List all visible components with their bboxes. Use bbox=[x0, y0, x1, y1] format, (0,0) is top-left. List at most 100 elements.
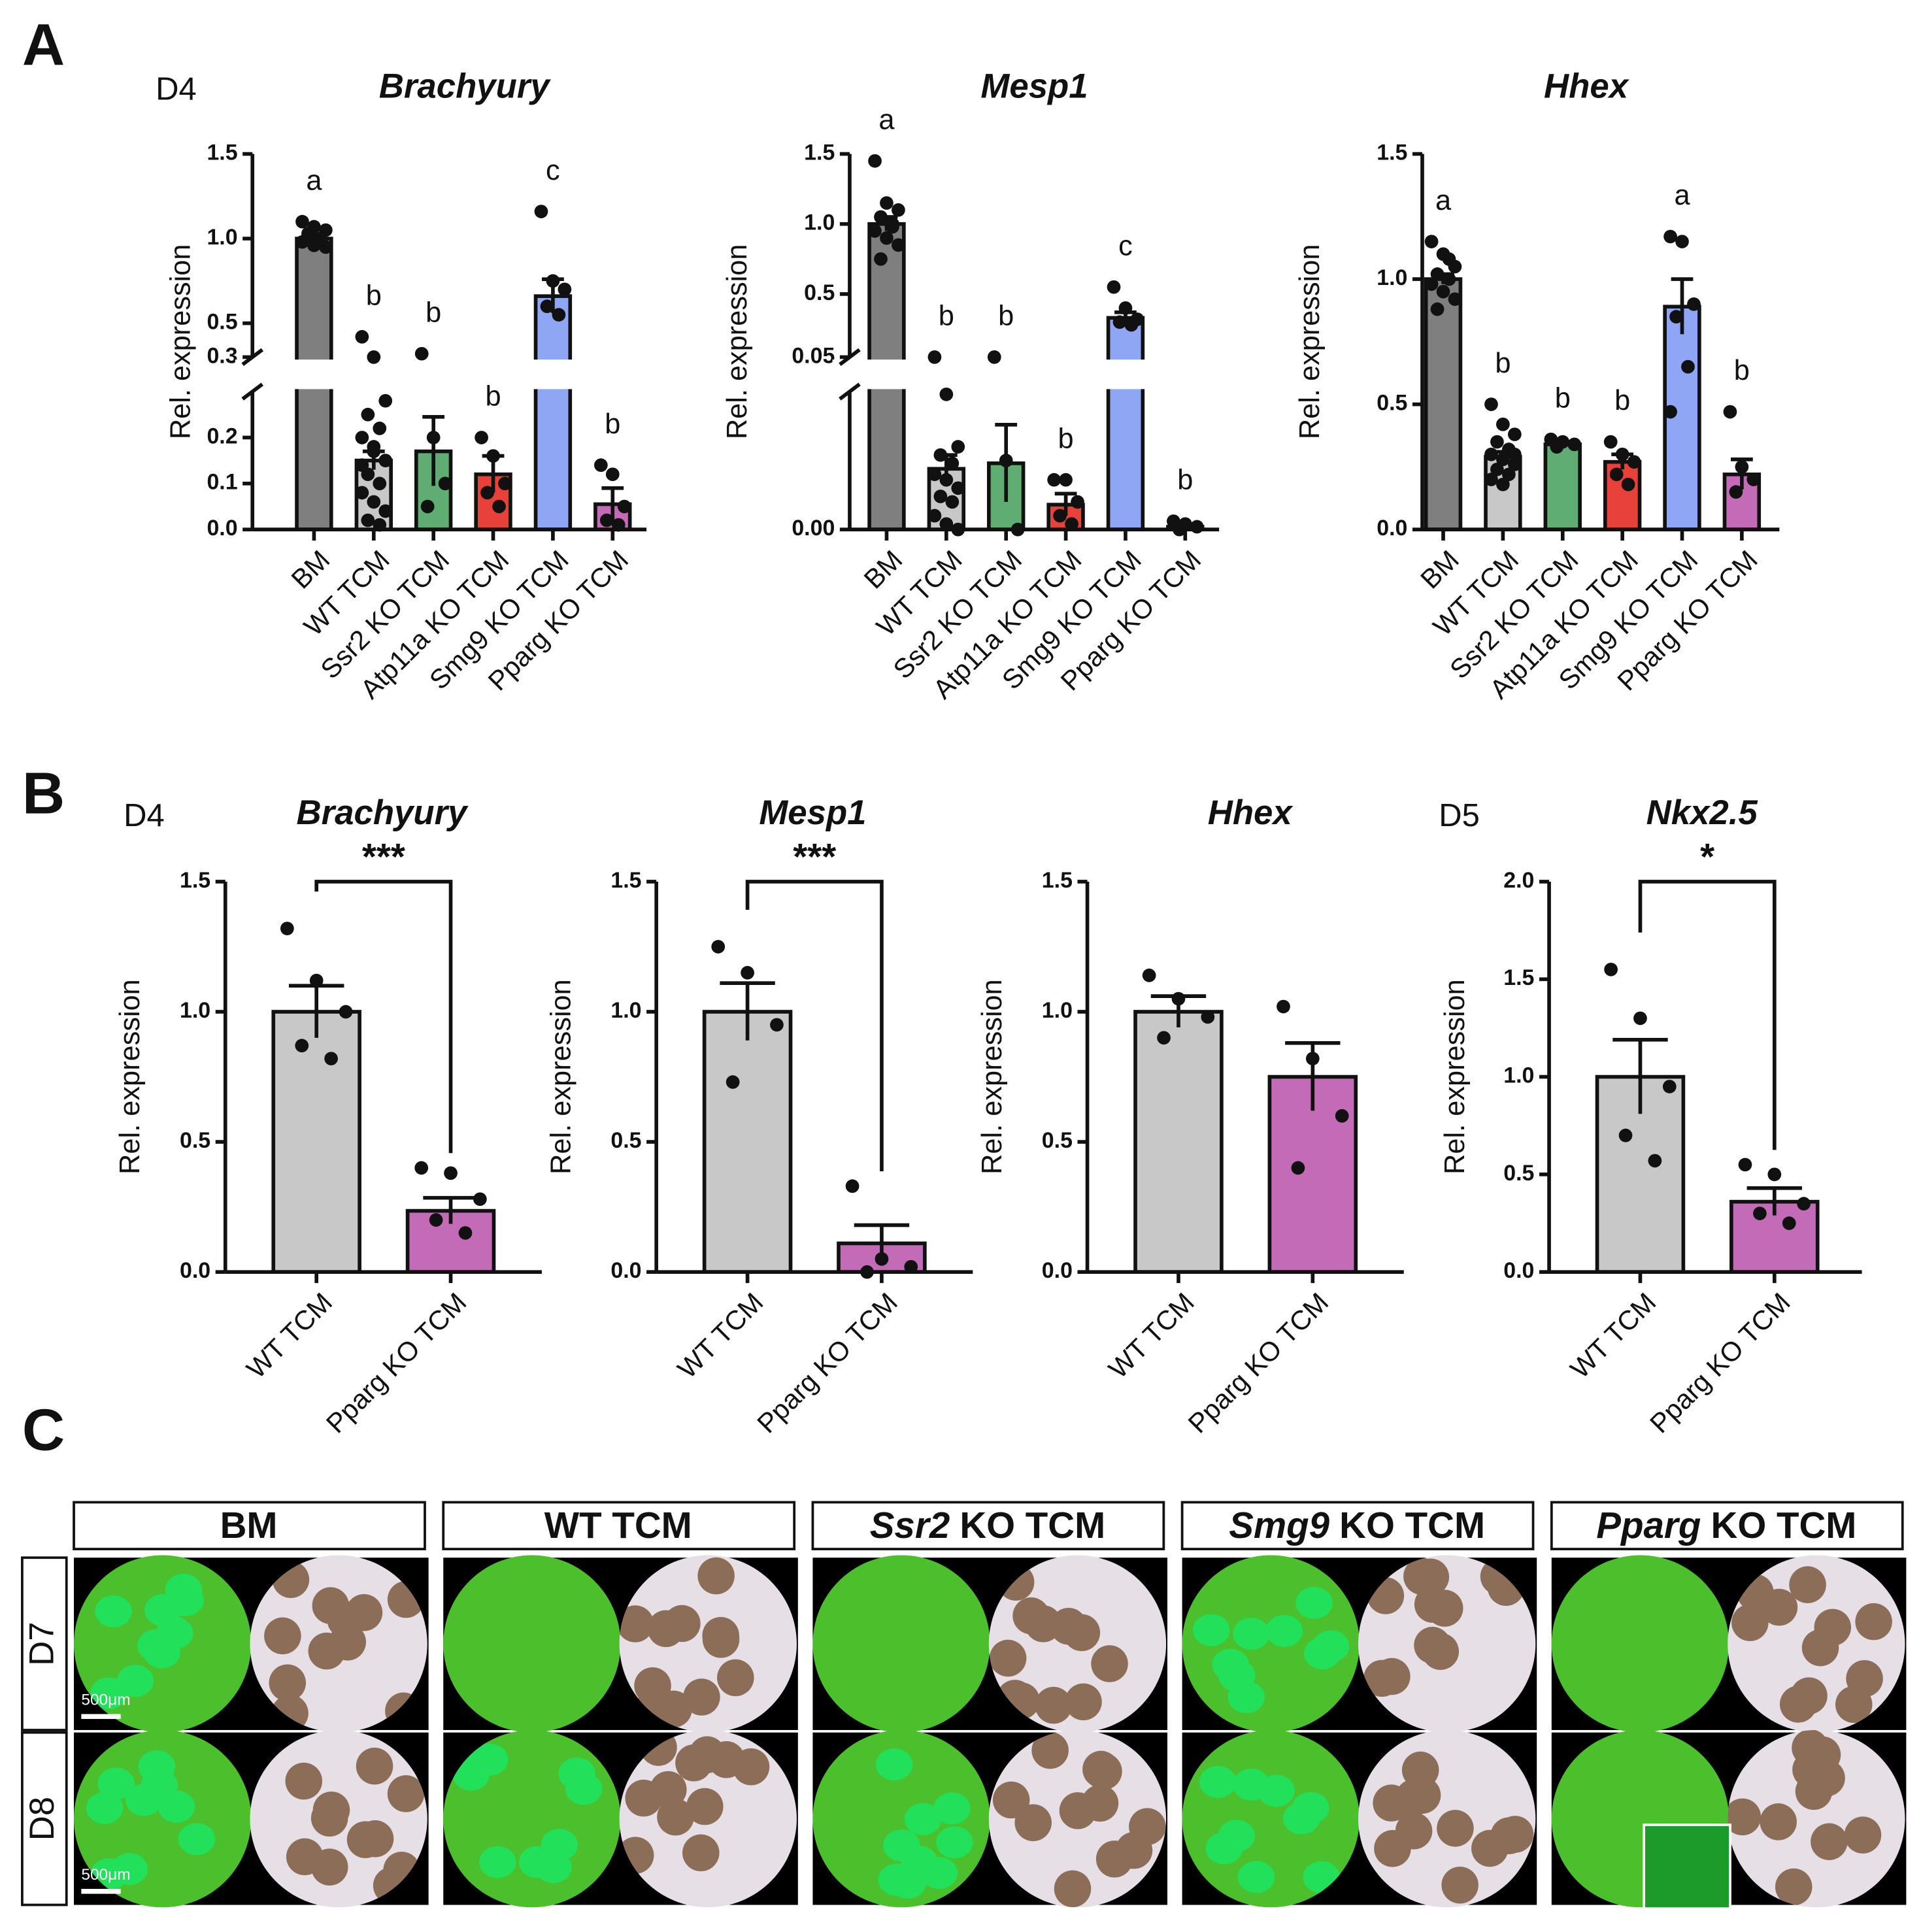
row-label-box bbox=[21, 1731, 68, 1907]
data-point bbox=[367, 444, 381, 458]
data-point bbox=[1496, 452, 1510, 467]
group-letter: b bbox=[998, 301, 1014, 332]
data-point bbox=[939, 473, 954, 487]
y-tick-label: 0.05 bbox=[792, 343, 835, 368]
data-point bbox=[473, 1192, 487, 1207]
chart-title: Brachyury bbox=[297, 793, 469, 832]
data-point bbox=[313, 233, 327, 247]
data-point bbox=[475, 431, 488, 444]
group-letter: a bbox=[1674, 180, 1690, 211]
data-point bbox=[1662, 1080, 1677, 1093]
data-point bbox=[1277, 999, 1290, 1014]
x-tick-label: WT TCM bbox=[1103, 1286, 1200, 1384]
fluor-cell bbox=[1265, 1614, 1303, 1647]
data-point bbox=[939, 387, 954, 401]
data-point bbox=[1767, 1167, 1782, 1182]
data-point bbox=[1663, 229, 1677, 244]
scale-bar bbox=[81, 1714, 121, 1720]
data-point bbox=[355, 486, 369, 500]
fluor-cell bbox=[1237, 1861, 1275, 1893]
panel-label: B bbox=[22, 761, 65, 827]
x-tick-label: BM bbox=[858, 544, 908, 594]
data-point bbox=[1053, 508, 1067, 523]
bar bbox=[1133, 1010, 1224, 1274]
data-point bbox=[874, 252, 888, 266]
header-text: BM bbox=[220, 1505, 278, 1546]
data-point bbox=[280, 922, 294, 935]
data-point bbox=[951, 481, 965, 495]
data-point bbox=[1687, 297, 1701, 311]
y-tick-label: 0.0 bbox=[1377, 516, 1407, 541]
data-point bbox=[599, 513, 614, 527]
data-point bbox=[1648, 1154, 1662, 1168]
data-point bbox=[933, 490, 948, 503]
bright-cell bbox=[356, 1820, 394, 1857]
bright-cell bbox=[1855, 1603, 1892, 1641]
data-point bbox=[1618, 1128, 1633, 1142]
panel-label: C bbox=[22, 1397, 65, 1463]
data-point bbox=[1507, 458, 1522, 471]
data-point bbox=[933, 448, 948, 462]
axis-break bbox=[832, 359, 1222, 390]
fluor-cell bbox=[1303, 1637, 1341, 1670]
bar bbox=[1543, 442, 1582, 531]
data-point bbox=[378, 393, 393, 408]
bright-cell bbox=[1115, 1831, 1153, 1869]
data-point bbox=[1112, 315, 1127, 329]
x-tick-label: Pparg KO TCM bbox=[1644, 1286, 1796, 1439]
y-tick-label: 1.5 bbox=[1377, 140, 1407, 165]
bright-cell bbox=[1063, 1614, 1101, 1652]
y-axis-label: Rel. expression bbox=[977, 979, 1008, 1174]
data-point bbox=[301, 228, 315, 242]
fluor-cell bbox=[138, 1750, 176, 1783]
data-point bbox=[1436, 284, 1450, 299]
data-point bbox=[1047, 473, 1061, 487]
y-tick-label: 0.0 bbox=[180, 1258, 210, 1283]
bright-cell bbox=[717, 1659, 754, 1697]
data-point bbox=[1430, 267, 1445, 281]
data-point bbox=[426, 431, 441, 444]
group-letter: b bbox=[1734, 355, 1750, 386]
y-tick-label: 1.0 bbox=[610, 998, 641, 1023]
bright-cell bbox=[1760, 1803, 1797, 1840]
data-point bbox=[1190, 520, 1204, 534]
data-point bbox=[1335, 1108, 1349, 1123]
data-point bbox=[892, 238, 905, 252]
data-point bbox=[945, 456, 960, 471]
data-point bbox=[1424, 235, 1439, 248]
data-point bbox=[378, 454, 393, 467]
y-tick-label: 0.5 bbox=[207, 310, 237, 335]
fluor-cell bbox=[518, 1846, 556, 1878]
data-point bbox=[1797, 1197, 1811, 1211]
y-tick-label: 0.5 bbox=[1503, 1161, 1534, 1186]
bright-cell bbox=[1811, 1823, 1848, 1861]
column-header-box bbox=[811, 1501, 1165, 1550]
day-label: D5 bbox=[1439, 798, 1480, 833]
bar bbox=[702, 1010, 793, 1274]
data-point bbox=[880, 196, 894, 210]
data-point bbox=[875, 1252, 889, 1266]
bright-cell bbox=[989, 1639, 1027, 1677]
scale-bar-label: 500μm bbox=[81, 1691, 130, 1708]
fluor-cell bbox=[904, 1803, 942, 1835]
data-point bbox=[868, 154, 882, 168]
bright-cell bbox=[1412, 1558, 1450, 1596]
bright-cell bbox=[708, 1740, 745, 1778]
fluor-field bbox=[812, 1555, 990, 1733]
column-header: Ssr2 KO TCM bbox=[870, 1505, 1105, 1546]
data-point bbox=[558, 282, 572, 297]
y-axis-label: Rel. expression bbox=[114, 979, 146, 1174]
group-letter: b bbox=[1555, 382, 1571, 414]
data-point bbox=[951, 440, 965, 454]
row-label: D7 bbox=[23, 1622, 61, 1665]
x-tick-label: WT TCM bbox=[671, 1286, 769, 1384]
group-letter: b bbox=[1058, 423, 1074, 454]
data-point bbox=[945, 495, 960, 509]
bright-cell bbox=[1059, 1792, 1097, 1829]
data-point bbox=[939, 517, 954, 531]
bright-cell bbox=[264, 1617, 301, 1655]
data-point bbox=[1172, 522, 1186, 537]
y-tick-label: 1.0 bbox=[1377, 265, 1407, 290]
data-point bbox=[1746, 473, 1761, 486]
data-point bbox=[1621, 477, 1635, 491]
